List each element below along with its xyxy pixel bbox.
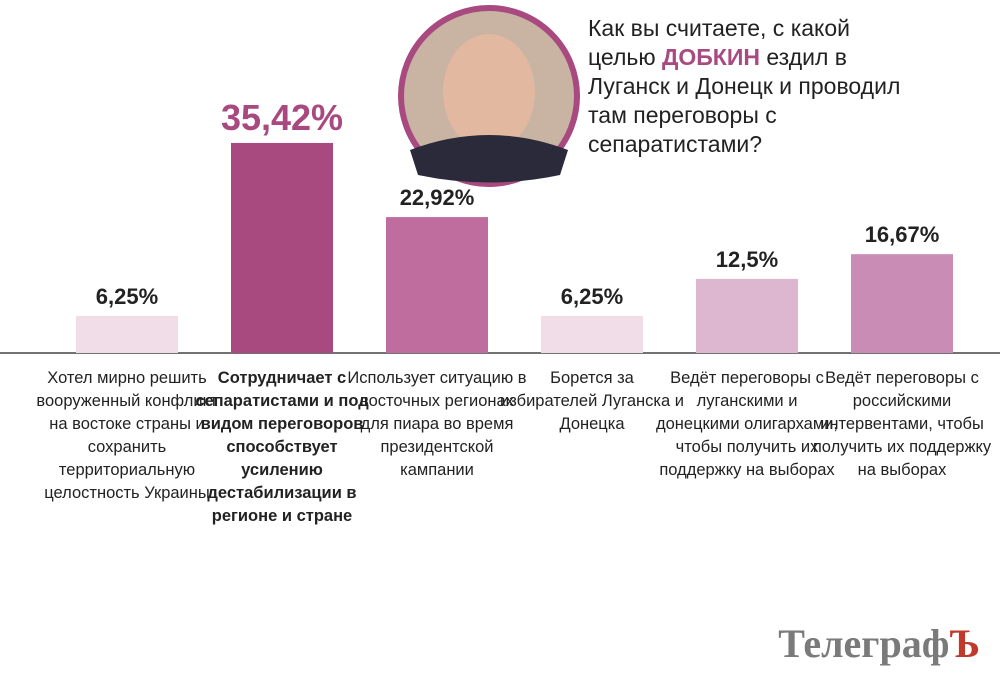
category-label: Ведёт переговоры с луганскими и донецким… — [656, 369, 838, 479]
category-label: Сотрудничает с сепаратистами и под видом… — [195, 369, 369, 525]
value-label: 6,25% — [560, 283, 624, 309]
logo-mark: Ъ — [949, 621, 980, 666]
question-text: Как вы считаете, с какой целью — [588, 15, 851, 70]
bar — [76, 315, 178, 353]
value-label: 35,42% — [220, 96, 344, 138]
value-label: 6,25% — [95, 283, 159, 309]
bar — [851, 254, 953, 353]
category-label: Борется за избирателей Луганска и Донецк… — [500, 369, 684, 433]
photo-face — [443, 34, 535, 150]
logo-text: Телеграф — [778, 621, 950, 666]
question: Как вы считаете, с какой целью ДОБКИН ез… — [588, 14, 918, 159]
bar — [696, 278, 798, 353]
category-label: Ведёт переговоры с российскими интервент… — [812, 369, 992, 479]
value-label: 16,67% — [864, 222, 940, 248]
photo-suit — [410, 135, 568, 183]
logo: ТелеграфЪ — [778, 620, 980, 667]
question-name: ДОБКИН — [662, 44, 760, 70]
category-label: Использует ситуацию в восточных регионах… — [347, 369, 527, 479]
value-label: 22,92% — [399, 185, 475, 211]
bar — [541, 315, 643, 353]
bar — [231, 142, 333, 353]
value-label: 12,5% — [715, 246, 779, 272]
question-text: ездил в Луганск и Донецк и проводил там … — [588, 44, 901, 157]
bar — [386, 217, 488, 353]
category-label: Хотел мирно решить вооруженный конфликт … — [36, 369, 218, 502]
